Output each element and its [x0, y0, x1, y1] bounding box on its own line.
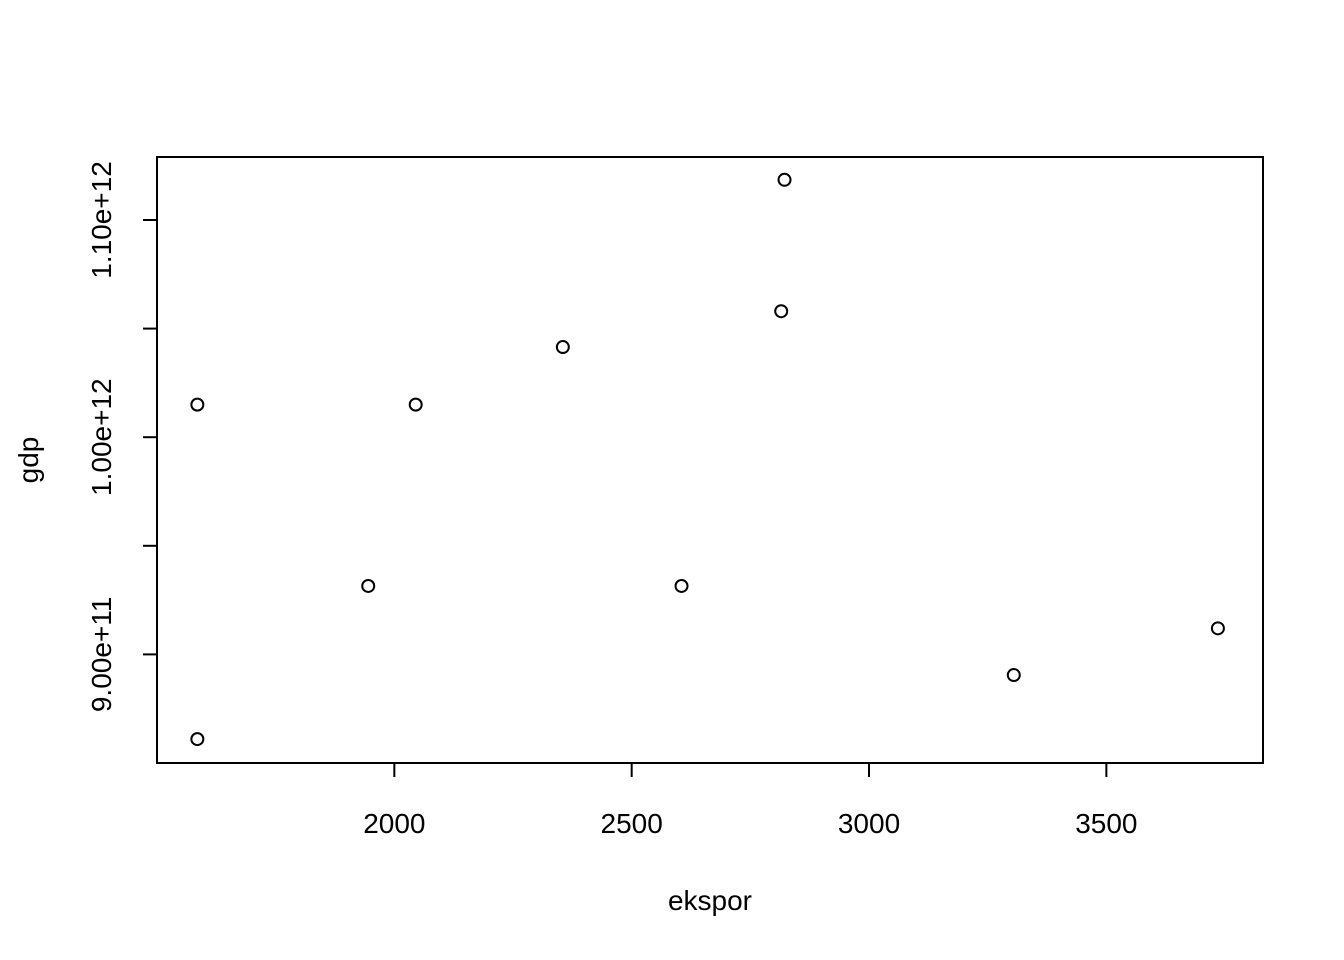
x-tick-label: 3500	[1075, 808, 1137, 839]
data-point	[408, 397, 423, 412]
data-point	[1006, 668, 1021, 683]
data-point	[1210, 621, 1225, 636]
data-points	[190, 172, 1225, 747]
data-point	[555, 340, 570, 355]
data-point	[361, 578, 376, 593]
x-tick-label: 2000	[363, 808, 425, 839]
y-tick-label: 1.10e+12	[86, 161, 117, 279]
data-point	[190, 397, 205, 412]
x-axis: 2000 2500 3000 3500	[363, 762, 1138, 839]
x-axis-label: ekspor	[668, 885, 752, 916]
y-tick-label: 9.00e+11	[86, 597, 117, 713]
data-point	[774, 304, 789, 319]
x-tick-label: 2500	[601, 808, 663, 839]
y-axis: 9.00e+11 1.00e+12 1.10e+12	[86, 161, 158, 713]
y-axis-label: gdp	[13, 437, 44, 484]
x-tick-label: 3000	[838, 808, 900, 839]
data-point	[777, 172, 792, 187]
data-point	[674, 578, 689, 593]
y-tick-label: 1.00e+12	[86, 378, 117, 496]
data-point	[190, 732, 205, 747]
plot-frame	[156, 156, 1264, 764]
